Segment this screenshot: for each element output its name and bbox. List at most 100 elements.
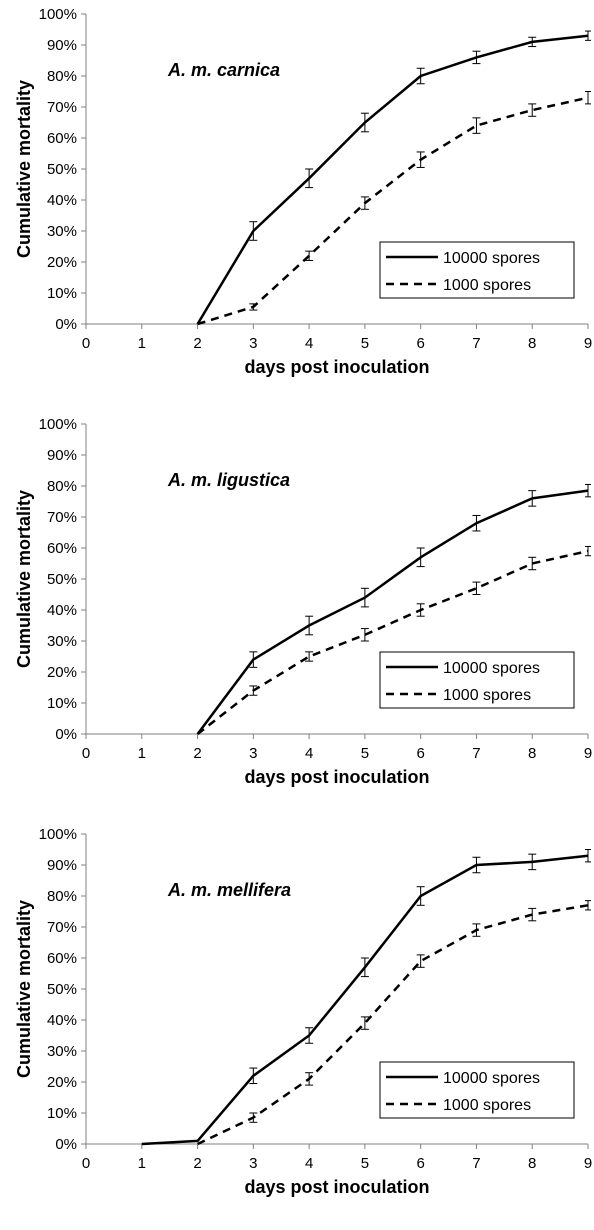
error-bar-10000-spores bbox=[472, 50, 481, 65]
y-tick-label: 70% bbox=[47, 919, 77, 936]
error-bar-10000-spores bbox=[585, 30, 591, 41]
error-bar-1000-spores bbox=[472, 923, 481, 937]
error-bar-1000-spores bbox=[416, 603, 425, 617]
x-tick-label: 1 bbox=[138, 1155, 146, 1172]
legend-label-10000-spores: 10000 spores bbox=[443, 660, 540, 677]
error-bar-10000-spores bbox=[360, 957, 369, 978]
chart-panel-carnica: 0% 10% 20% 30% 40% 50% 60% 70% 80% 90% 100% 0 1 2 3 4 5 6… bbox=[0, 0, 594, 410]
y-tick-label: 60% bbox=[47, 130, 77, 147]
y-tick-label: 50% bbox=[47, 981, 77, 998]
error-bar-1000-spores bbox=[360, 1016, 369, 1030]
y-tick-label: 60% bbox=[47, 540, 77, 557]
y-tick-label: 100% bbox=[39, 6, 77, 23]
y-tick-label: 20% bbox=[47, 254, 77, 271]
error-bar-1000-spores bbox=[528, 556, 537, 571]
y-axis-title: Cumulative mortality bbox=[14, 80, 34, 258]
y-tick-label: 80% bbox=[47, 68, 77, 85]
y-tick-label: 20% bbox=[47, 664, 77, 681]
y-tick-label: 30% bbox=[47, 1043, 77, 1060]
error-bar-10000-spores bbox=[305, 168, 314, 189]
x-tick-label: 8 bbox=[528, 1155, 536, 1172]
chart-svg: 0% 10% 20% 30% 40% 50% 60% 70% 80% 90% 100% 0 1 2 3 4 5 6… bbox=[14, 826, 592, 1197]
x-tick-label: 7 bbox=[472, 745, 480, 762]
error-bar-1000-spores bbox=[585, 91, 591, 105]
error-bar-10000-spores bbox=[249, 1067, 258, 1085]
series-line-1000-spores bbox=[197, 96, 589, 326]
error-bar-10000-spores bbox=[249, 651, 258, 668]
y-tick-label: 70% bbox=[47, 99, 77, 116]
y-tick-label: 100% bbox=[39, 826, 77, 843]
x-tick-label: 9 bbox=[584, 745, 592, 762]
y-tick-label: 40% bbox=[47, 602, 77, 619]
error-bar-10000-spores bbox=[472, 514, 481, 532]
y-tick-label: 40% bbox=[47, 1012, 77, 1029]
error-bar-1000-spores bbox=[305, 250, 314, 261]
y-tick-label: 70% bbox=[47, 509, 77, 526]
x-tick-label: 5 bbox=[361, 1155, 369, 1172]
chart-panel-mellifera: 0% 10% 20% 30% 40% 50% 60% 70% 80% 90% 100% 0 1 2 3 4 5 6… bbox=[0, 820, 594, 1230]
error-bar-1000-spores bbox=[305, 1072, 314, 1086]
y-tick-label: 0% bbox=[55, 1136, 77, 1153]
error-bar-1000-spores bbox=[585, 545, 591, 557]
error-bar-1000-spores bbox=[416, 151, 425, 168]
x-tick-label: 9 bbox=[584, 335, 592, 352]
error-bar-1000-spores bbox=[472, 581, 481, 595]
x-axis-title: days post inoculation bbox=[244, 357, 429, 377]
error-bar-1000-spores bbox=[360, 628, 369, 642]
error-bar-1000-spores bbox=[472, 117, 481, 134]
x-tick-label: 7 bbox=[472, 1155, 480, 1172]
y-tick-label: 0% bbox=[55, 316, 77, 333]
x-tick-label: 6 bbox=[416, 1155, 424, 1172]
y-tick-label: 10% bbox=[47, 1105, 77, 1122]
x-tick-label: 9 bbox=[584, 1155, 592, 1172]
y-tick-label: 10% bbox=[47, 285, 77, 302]
error-bar-10000-spores bbox=[585, 849, 591, 863]
panel-title: A. m. mellifera bbox=[167, 880, 291, 900]
error-bar-10000-spores bbox=[472, 856, 481, 874]
chart-svg: 0% 10% 20% 30% 40% 50% 60% 70% 80% 90% 100% 0 1 2 3 4 5 6… bbox=[14, 416, 592, 787]
x-tick-label: 5 bbox=[361, 745, 369, 762]
error-bar-10000-spores bbox=[416, 886, 425, 906]
x-tick-label: 0 bbox=[82, 1155, 90, 1172]
x-tick-label: 2 bbox=[193, 1155, 201, 1172]
y-tick-label: 40% bbox=[47, 192, 77, 209]
y-tick-label: 90% bbox=[47, 37, 77, 54]
legend-box bbox=[379, 1061, 575, 1119]
legend-label-1000-spores: 1000 spores bbox=[443, 687, 531, 704]
y-tick-label: 0% bbox=[55, 726, 77, 743]
x-tick-label: 1 bbox=[138, 335, 146, 352]
legend-box bbox=[379, 241, 575, 299]
error-bar-10000-spores bbox=[528, 853, 537, 871]
x-tick-label: 6 bbox=[416, 745, 424, 762]
x-tick-label: 3 bbox=[249, 745, 257, 762]
x-tick-label: 1 bbox=[138, 745, 146, 762]
y-tick-label: 30% bbox=[47, 633, 77, 650]
x-tick-label: 4 bbox=[305, 745, 313, 762]
x-tick-label: 0 bbox=[82, 745, 90, 762]
error-bar-10000-spores bbox=[416, 67, 425, 85]
legend-label-1000-spores: 1000 spores bbox=[443, 1097, 531, 1114]
x-tick-label: 6 bbox=[416, 335, 424, 352]
x-axis-title: days post inoculation bbox=[244, 767, 429, 787]
series-line-10000-spores bbox=[196, 489, 589, 735]
error-bar-10000-spores bbox=[360, 112, 369, 133]
x-tick-label: 4 bbox=[305, 335, 313, 352]
error-bar-10000-spores bbox=[305, 615, 314, 636]
y-tick-label: 10% bbox=[47, 695, 77, 712]
error-bar-1000-spores bbox=[249, 303, 258, 311]
y-tick-label: 100% bbox=[39, 416, 77, 433]
y-tick-label: 50% bbox=[47, 571, 77, 588]
y-axis-title: Cumulative mortality bbox=[14, 900, 34, 1078]
series-line-10000-spores bbox=[196, 34, 589, 325]
x-tick-label: 4 bbox=[305, 1155, 313, 1172]
x-tick-label: 3 bbox=[249, 335, 257, 352]
x-tick-label: 7 bbox=[472, 335, 480, 352]
error-bar-1000-spores bbox=[249, 685, 258, 696]
error-bar-1000-spores bbox=[416, 954, 425, 968]
y-tick-label: 80% bbox=[47, 478, 77, 495]
panel-title: A. m. ligustica bbox=[167, 470, 290, 490]
y-axis-title: Cumulative mortality bbox=[14, 490, 34, 668]
panel-title: A. m. carnica bbox=[167, 60, 280, 80]
error-bar-1000-spores bbox=[305, 651, 314, 662]
